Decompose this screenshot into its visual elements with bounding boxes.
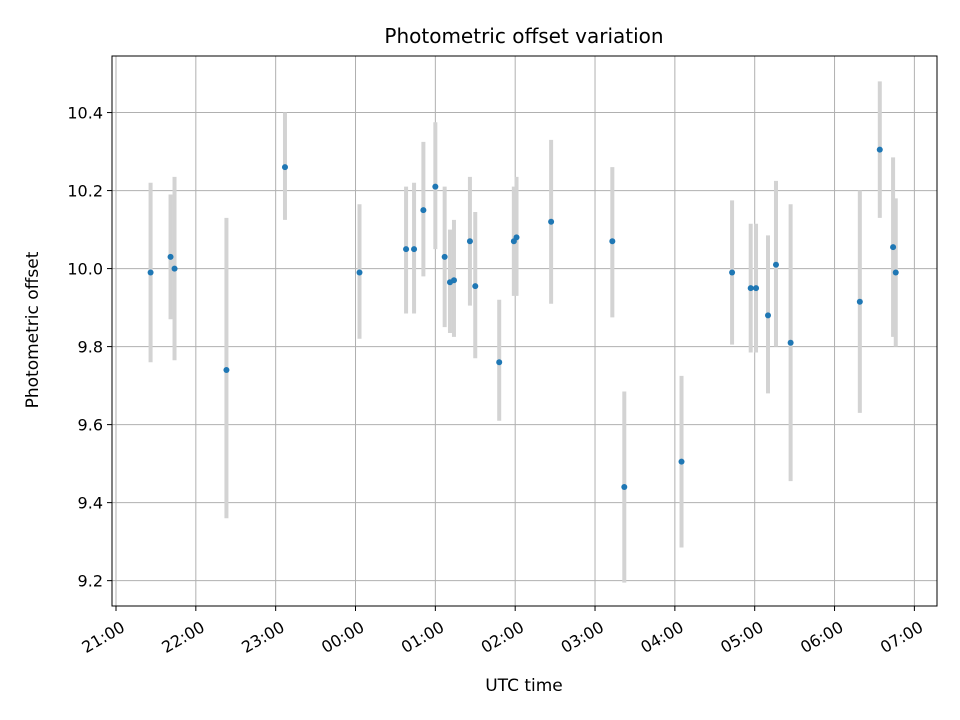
data-point xyxy=(729,269,736,276)
grid xyxy=(112,56,937,606)
data-point xyxy=(441,253,448,260)
y-axis-ticks: 9.2 9.4 9.6 9.8 10.0 10.2 10.4 xyxy=(67,104,112,591)
data-point xyxy=(450,277,457,284)
y-tick-label: 9.6 xyxy=(78,416,103,435)
data-point xyxy=(513,234,520,241)
data-point xyxy=(167,253,174,260)
data-point xyxy=(147,269,154,276)
data-point xyxy=(496,359,503,366)
y-tick-label: 9.8 xyxy=(78,338,103,357)
data-point xyxy=(420,207,427,214)
data-point xyxy=(411,246,418,253)
x-axis-label: UTC time xyxy=(485,676,563,696)
data-point xyxy=(890,244,897,251)
data-point xyxy=(171,265,178,272)
plot-frame xyxy=(111,55,938,607)
data-point xyxy=(466,238,473,245)
data-point xyxy=(223,367,230,374)
data-point xyxy=(876,146,883,153)
data-point xyxy=(765,312,772,319)
data-point xyxy=(609,238,616,245)
data-point xyxy=(403,246,410,253)
data-point xyxy=(856,298,863,305)
data-point xyxy=(356,269,363,276)
data-point xyxy=(621,484,628,491)
data-points xyxy=(147,146,899,491)
y-tick-label: 10.0 xyxy=(67,260,103,279)
y-tick-label: 9.2 xyxy=(78,572,103,591)
data-point xyxy=(747,285,754,292)
data-point xyxy=(432,183,439,190)
data-point xyxy=(281,164,288,171)
data-point xyxy=(892,269,899,276)
chart-title: Photometric offset variation xyxy=(384,24,663,48)
y-tick-label: 9.4 xyxy=(78,494,103,513)
data-point xyxy=(678,458,685,465)
data-point xyxy=(772,261,779,268)
data-point xyxy=(787,339,794,346)
y-tick-label: 10.2 xyxy=(67,182,103,201)
data-point xyxy=(472,283,479,290)
data-point xyxy=(548,218,555,225)
data-point xyxy=(753,285,760,292)
y-axis-label: Photometric offset xyxy=(23,251,43,408)
y-tick-label: 10.4 xyxy=(67,104,103,123)
